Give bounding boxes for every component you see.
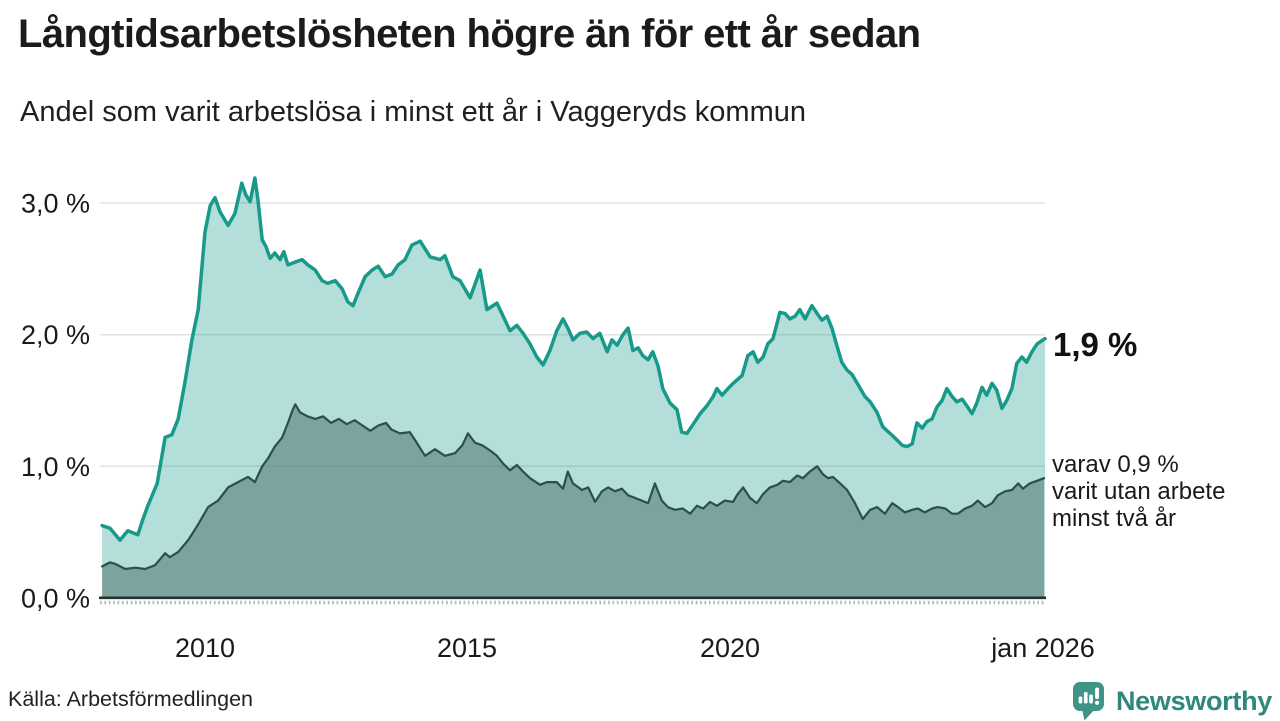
secondary-series-annotation: varav 0,9 % varit utan arbete minst två …: [1052, 451, 1225, 532]
newsworthy-pin-barchart-icon: [1072, 682, 1104, 721]
y-tick-label-3: 3,0 %: [21, 189, 90, 219]
y-tick-label-2: 2,0 %: [21, 320, 90, 350]
series-group: [100, 176, 1047, 598]
line-unemployed-2yr: [101, 403, 1046, 571]
y-tick-label-0: 0,0 %: [21, 584, 90, 614]
secondary-annotation-line2: varit utan arbete: [1052, 478, 1226, 505]
chart-subtitle: Andel som varit arbetslösa i minst ett å…: [20, 96, 807, 128]
brand-logo: Newsworthy: [1071, 681, 1272, 721]
y-tick-label-1: 1,0 %: [21, 452, 90, 482]
page-title: Långtidsarbetslösheten högre än för ett …: [18, 12, 921, 56]
area-fill-unemployed-1yr: [102, 178, 1046, 598]
brand-name: Newsworthy: [1115, 685, 1272, 716]
y-axis-labels: 3,0 % 2,0 % 1,0 % 0,0 %: [21, 189, 90, 614]
secondary-annotation-line3: minst två år: [1052, 505, 1177, 532]
line-unemployed-1yr: [100, 176, 1047, 542]
source-credit: Källa: Arbetsförmedlingen: [8, 687, 254, 711]
x-tick-label-2020: 2020: [700, 633, 760, 663]
secondary-annotation-line1: varav 0,9 %: [1052, 451, 1179, 478]
area-fill-unemployed-2yr: [102, 404, 1045, 598]
x-axis-labels: 2010 2015 2020 jan 2026: [175, 633, 1095, 663]
end-value-label: 1,9 %: [1053, 326, 1138, 363]
x-tick-label-2010: 2010: [175, 633, 235, 663]
x-tick-label-2015: 2015: [437, 633, 497, 663]
x-tick-label-jan2026: jan 2026: [990, 633, 1095, 663]
